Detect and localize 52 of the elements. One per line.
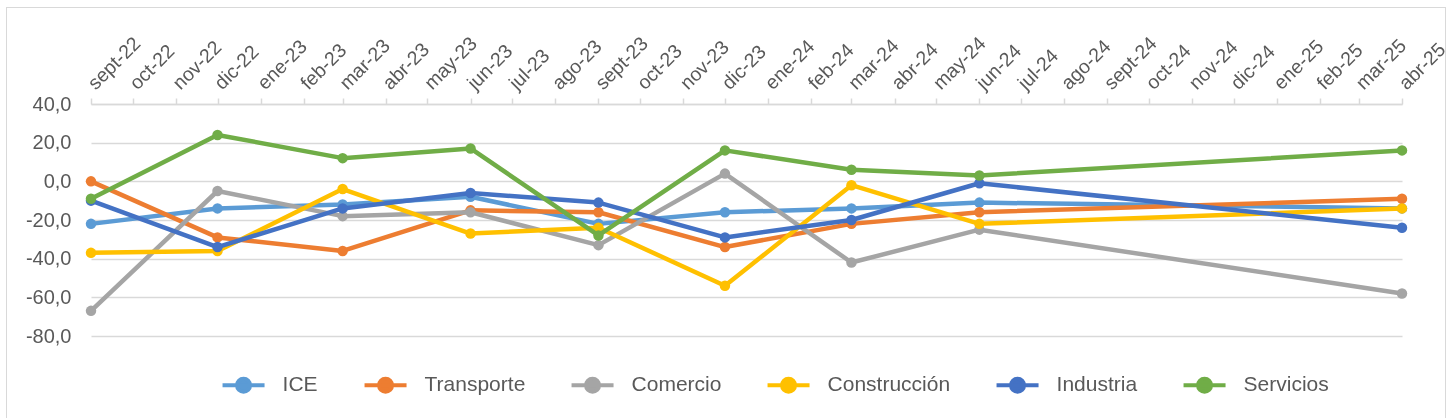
point <box>593 239 604 251</box>
point <box>719 280 731 291</box>
point <box>212 203 223 214</box>
point <box>85 176 97 187</box>
point <box>719 232 731 243</box>
point <box>465 143 476 154</box>
point <box>337 183 348 195</box>
point <box>846 203 857 214</box>
point <box>974 170 985 181</box>
point <box>212 232 223 243</box>
point <box>212 241 223 253</box>
point <box>337 245 348 257</box>
legend-label: Industria <box>1056 372 1138 396</box>
point <box>719 168 731 179</box>
point <box>593 207 604 218</box>
point <box>846 214 857 226</box>
y-tick-label: 0,0 <box>43 169 72 192</box>
legend-label: Comercio <box>631 372 722 396</box>
point <box>974 197 985 208</box>
point <box>1396 145 1408 156</box>
point <box>846 257 857 268</box>
point <box>465 187 476 199</box>
point <box>337 152 348 164</box>
point <box>85 305 97 317</box>
point <box>719 207 731 218</box>
y-tick-label: -80,0 <box>25 324 72 347</box>
legend-label: Servicios <box>1243 372 1329 396</box>
y-tick-label: -20,0 <box>25 208 72 231</box>
y-tick-label: -40,0 <box>25 247 72 270</box>
y-tick-label: -60,0 <box>25 285 72 308</box>
point <box>846 164 857 175</box>
point <box>593 197 604 208</box>
point <box>337 203 348 214</box>
point <box>974 207 985 218</box>
point <box>1396 222 1408 233</box>
legend-label: ICE <box>282 372 318 396</box>
point <box>1396 288 1408 299</box>
point <box>974 218 985 230</box>
legend-label: Construcción <box>827 372 951 396</box>
point <box>1396 193 1408 204</box>
point <box>846 179 857 191</box>
legend-label: Transporte <box>424 372 526 396</box>
y-tick-label: 40,0 <box>32 92 72 115</box>
point <box>85 218 97 230</box>
point <box>212 185 223 197</box>
point <box>465 228 476 239</box>
point <box>593 230 604 241</box>
point <box>719 145 731 156</box>
point <box>85 247 97 259</box>
point <box>719 241 731 253</box>
point <box>212 129 223 141</box>
y-tick-label: 20,0 <box>32 131 72 154</box>
